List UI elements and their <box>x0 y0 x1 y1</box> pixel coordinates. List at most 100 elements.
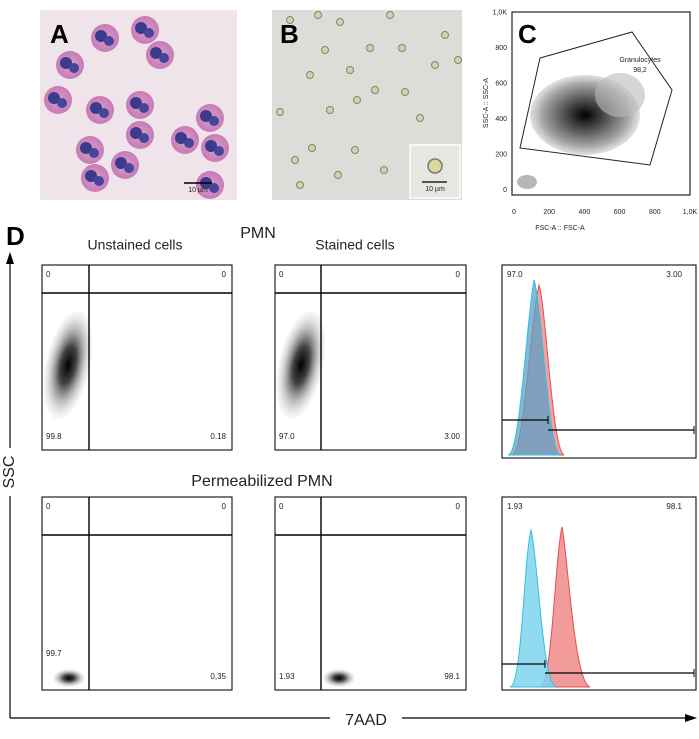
plot-frame <box>41 496 233 691</box>
quadrant-value: 0 <box>456 270 461 279</box>
histogram-frame <box>501 264 697 459</box>
quadrant-value: 0 <box>46 502 51 511</box>
cell <box>306 71 314 79</box>
cell <box>308 144 316 152</box>
label-bg <box>330 708 402 732</box>
y-tick-label: 800 <box>495 45 507 52</box>
quadrant-value: 0 <box>222 270 227 279</box>
cell <box>366 44 374 52</box>
cell <box>336 18 344 26</box>
cell <box>351 146 359 154</box>
gate <box>519 31 673 166</box>
nucleus <box>184 138 194 148</box>
quadrant-value: 0 <box>222 502 227 511</box>
density <box>595 73 645 117</box>
nucleus <box>89 148 99 158</box>
histogram-frame <box>501 496 697 691</box>
cell <box>353 96 361 104</box>
cell <box>346 66 354 74</box>
quadrant-value: 0,35 <box>210 672 226 681</box>
density <box>53 669 85 687</box>
x-tick-label: 200 <box>543 209 555 216</box>
nucleus <box>90 102 102 114</box>
y-tick-label: 1,0K <box>493 9 508 16</box>
cell <box>454 56 462 64</box>
plot-frame <box>274 264 467 451</box>
x-tick-label: 800 <box>649 209 661 216</box>
y-tick-label: 200 <box>495 151 507 158</box>
nucleus <box>150 47 162 59</box>
cell <box>371 86 379 94</box>
nucleus <box>57 98 67 108</box>
nucleus <box>124 163 134 173</box>
gate-value: 1.93 <box>507 502 523 511</box>
nucleus <box>159 53 169 63</box>
quadrant-value: 0.18 <box>210 432 226 441</box>
nucleus <box>104 36 114 46</box>
cell <box>431 61 439 69</box>
cell <box>398 44 406 52</box>
panel-label: C <box>518 19 537 49</box>
inset <box>409 144 461 199</box>
cell <box>291 156 299 164</box>
panel-label: B <box>280 19 299 49</box>
quadrant-value: 98.1 <box>444 672 460 681</box>
scale-bar-label: 10 µm <box>425 186 445 193</box>
gate-value: 3.00 <box>666 270 682 279</box>
figure-content: A 10 µm 10 µm B Granulocytes 98,2 C 0 200… <box>0 9 698 732</box>
arrowhead <box>685 714 697 722</box>
nucleus <box>200 110 212 122</box>
row-title: PMN <box>240 225 276 242</box>
quadrant-value: 0 <box>279 502 284 511</box>
flow-plots: 0 0 99.8 0.18 0 0 97.0 3.00 97.0 3.00 0 0 99.7 0,35 0 0… <box>41 264 697 691</box>
neutrophils <box>44 16 229 199</box>
y-tick-label: 0 <box>503 187 507 194</box>
nucleus <box>80 142 92 154</box>
nucleus <box>175 132 187 144</box>
cell <box>401 88 409 96</box>
panel-label: D <box>6 221 25 251</box>
quadrant-value: 0 <box>456 502 461 511</box>
x-axis-label: 7AAD <box>345 712 387 729</box>
nucleus <box>69 63 79 73</box>
gate-name: Granulocytes <box>619 57 661 64</box>
y-axis-label: SSC <box>1 456 18 489</box>
nucleus <box>95 30 107 42</box>
cell <box>296 181 304 189</box>
x-axis-label: FSC-A :: FSC-A <box>535 225 585 232</box>
x-tick-label: 400 <box>579 209 591 216</box>
cell <box>321 46 329 54</box>
plot-frame <box>274 496 467 691</box>
cell <box>416 114 424 122</box>
x-tick-label: 1,0K <box>683 209 698 216</box>
histogram-stained <box>539 526 591 688</box>
nucleus <box>139 103 149 113</box>
column-title: Unstained cells <box>88 237 183 253</box>
arrowhead <box>6 252 14 264</box>
gate-value: 98,2 <box>633 67 647 74</box>
cell <box>326 106 334 114</box>
nucleus <box>85 170 97 182</box>
quadrant-value: 99.8 <box>46 432 62 441</box>
x-tick-label: 0 <box>512 209 516 216</box>
gate-value: 97.0 <box>507 270 523 279</box>
nucleus <box>60 57 72 69</box>
nucleus <box>209 116 219 126</box>
axis-ticks: 0 200 400 600 800 1,0K 0 200 400 600 800 1,0K <box>493 9 698 216</box>
nucleus <box>139 133 149 143</box>
quadrant-value: 97.0 <box>279 432 295 441</box>
y-tick-label: 600 <box>495 80 507 87</box>
column-title: Stained cells <box>315 237 394 253</box>
x-tick-label: 600 <box>614 209 626 216</box>
cell <box>314 11 322 19</box>
histogram-unstained <box>507 279 561 456</box>
cell <box>380 166 388 174</box>
cell <box>286 16 294 24</box>
plot-frame <box>511 11 691 196</box>
quadrant-value: 1.93 <box>279 672 295 681</box>
inset-cell <box>427 158 443 174</box>
quadrant-value: 0 <box>46 270 51 279</box>
row-title: Permeabilized PMN <box>191 473 332 490</box>
nucleus <box>130 127 142 139</box>
